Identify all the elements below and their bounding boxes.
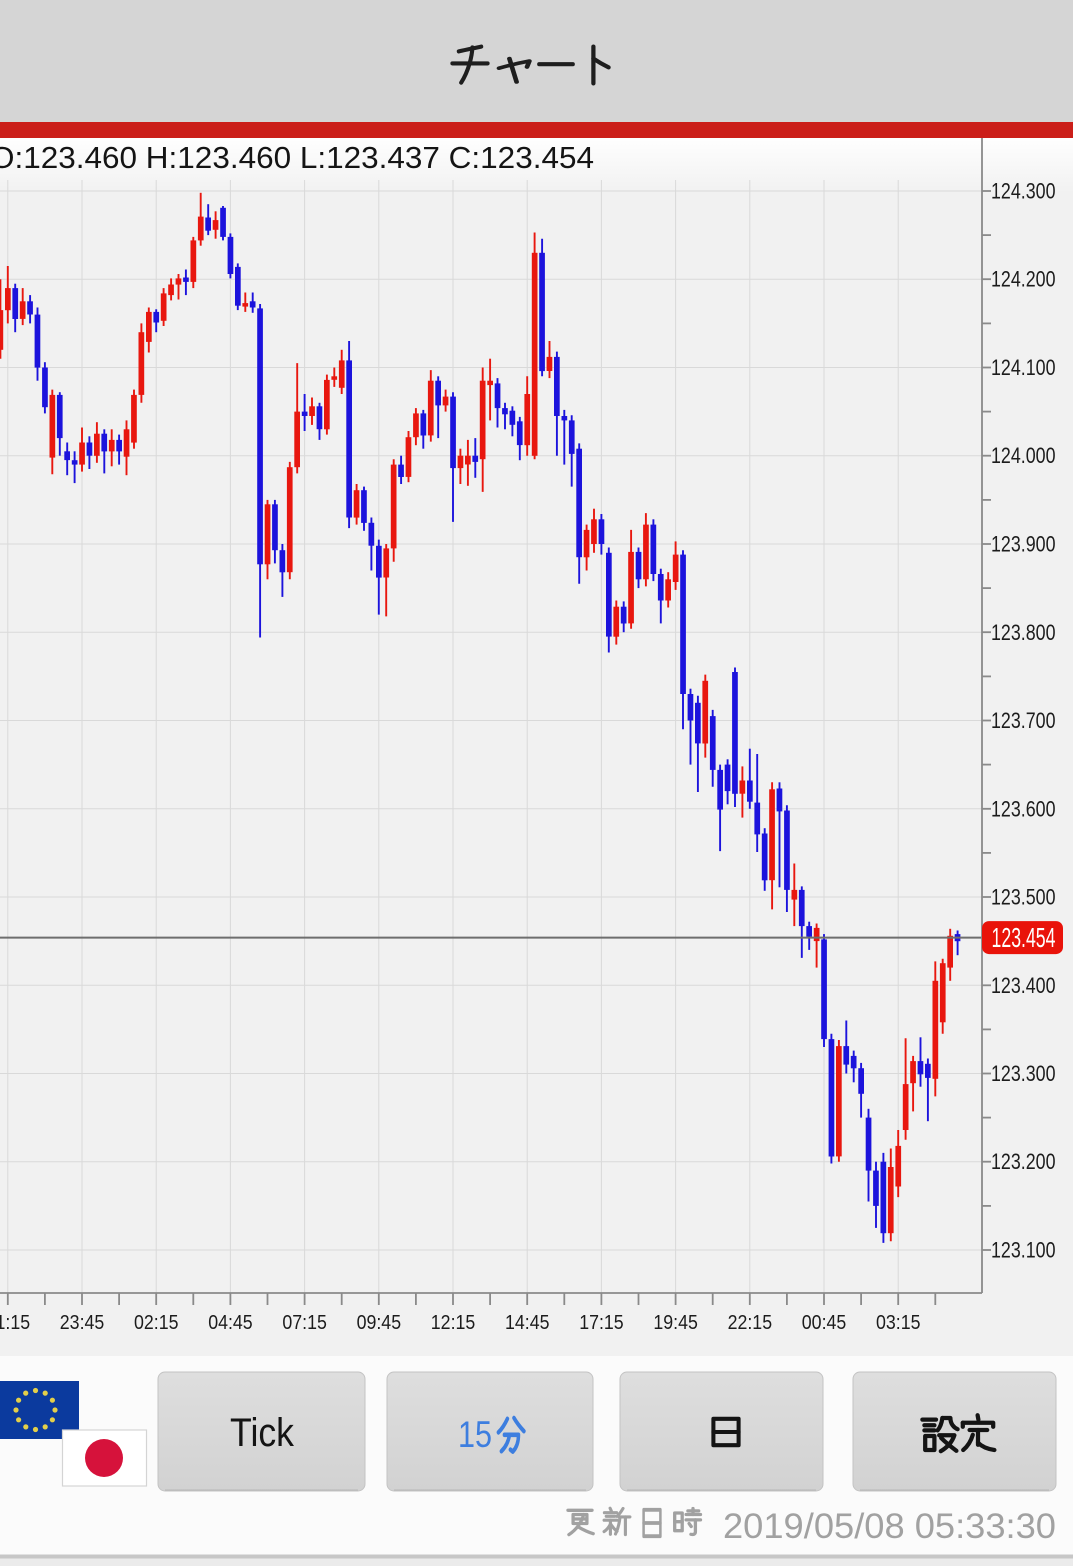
svg-text:123.500: 123.500 bbox=[991, 885, 1056, 910]
svg-text:09:45: 09:45 bbox=[357, 1312, 402, 1334]
svg-text:124.300: 124.300 bbox=[991, 179, 1056, 204]
svg-text:07:15: 07:15 bbox=[282, 1312, 327, 1334]
svg-text:123.200: 123.200 bbox=[991, 1149, 1056, 1174]
svg-text:00:45: 00:45 bbox=[802, 1312, 847, 1334]
svg-text:124.000: 124.000 bbox=[991, 443, 1056, 468]
svg-text:12:15: 12:15 bbox=[431, 1312, 476, 1334]
svg-text:21:15: 21:15 bbox=[0, 1312, 30, 1334]
svg-text:124.100: 124.100 bbox=[991, 355, 1056, 380]
svg-text:19:45: 19:45 bbox=[653, 1312, 698, 1334]
svg-text:17:15: 17:15 bbox=[579, 1312, 624, 1334]
svg-text:123.100: 123.100 bbox=[991, 1238, 1056, 1263]
svg-text:123.900: 123.900 bbox=[991, 532, 1056, 557]
svg-text:02:15: 02:15 bbox=[134, 1312, 179, 1334]
svg-text:22:15: 22:15 bbox=[728, 1312, 773, 1334]
svg-text:123.400: 123.400 bbox=[991, 973, 1056, 998]
svg-text:04:45: 04:45 bbox=[208, 1312, 253, 1334]
svg-text:123.300: 123.300 bbox=[991, 1061, 1056, 1086]
svg-text:123.600: 123.600 bbox=[991, 796, 1056, 821]
svg-text:123.454: 123.454 bbox=[992, 922, 1056, 953]
svg-text:Tick: Tick bbox=[230, 1411, 295, 1455]
svg-text:123.700: 123.700 bbox=[991, 708, 1056, 733]
svg-text:23:45: 23:45 bbox=[60, 1312, 105, 1334]
svg-text:O:123.460 H:123.460 L:123.437: O:123.460 H:123.460 L:123.437 C:123.454 bbox=[0, 140, 594, 175]
svg-text:123.800: 123.800 bbox=[991, 620, 1056, 645]
svg-text:124.200: 124.200 bbox=[991, 267, 1056, 292]
svg-text:2019/05/08 05:33:30: 2019/05/08 05:33:30 bbox=[723, 1507, 1056, 1546]
svg-text:14:45: 14:45 bbox=[505, 1312, 550, 1334]
svg-text:03:15: 03:15 bbox=[876, 1312, 921, 1334]
svg-text:15: 15 bbox=[458, 1414, 492, 1455]
